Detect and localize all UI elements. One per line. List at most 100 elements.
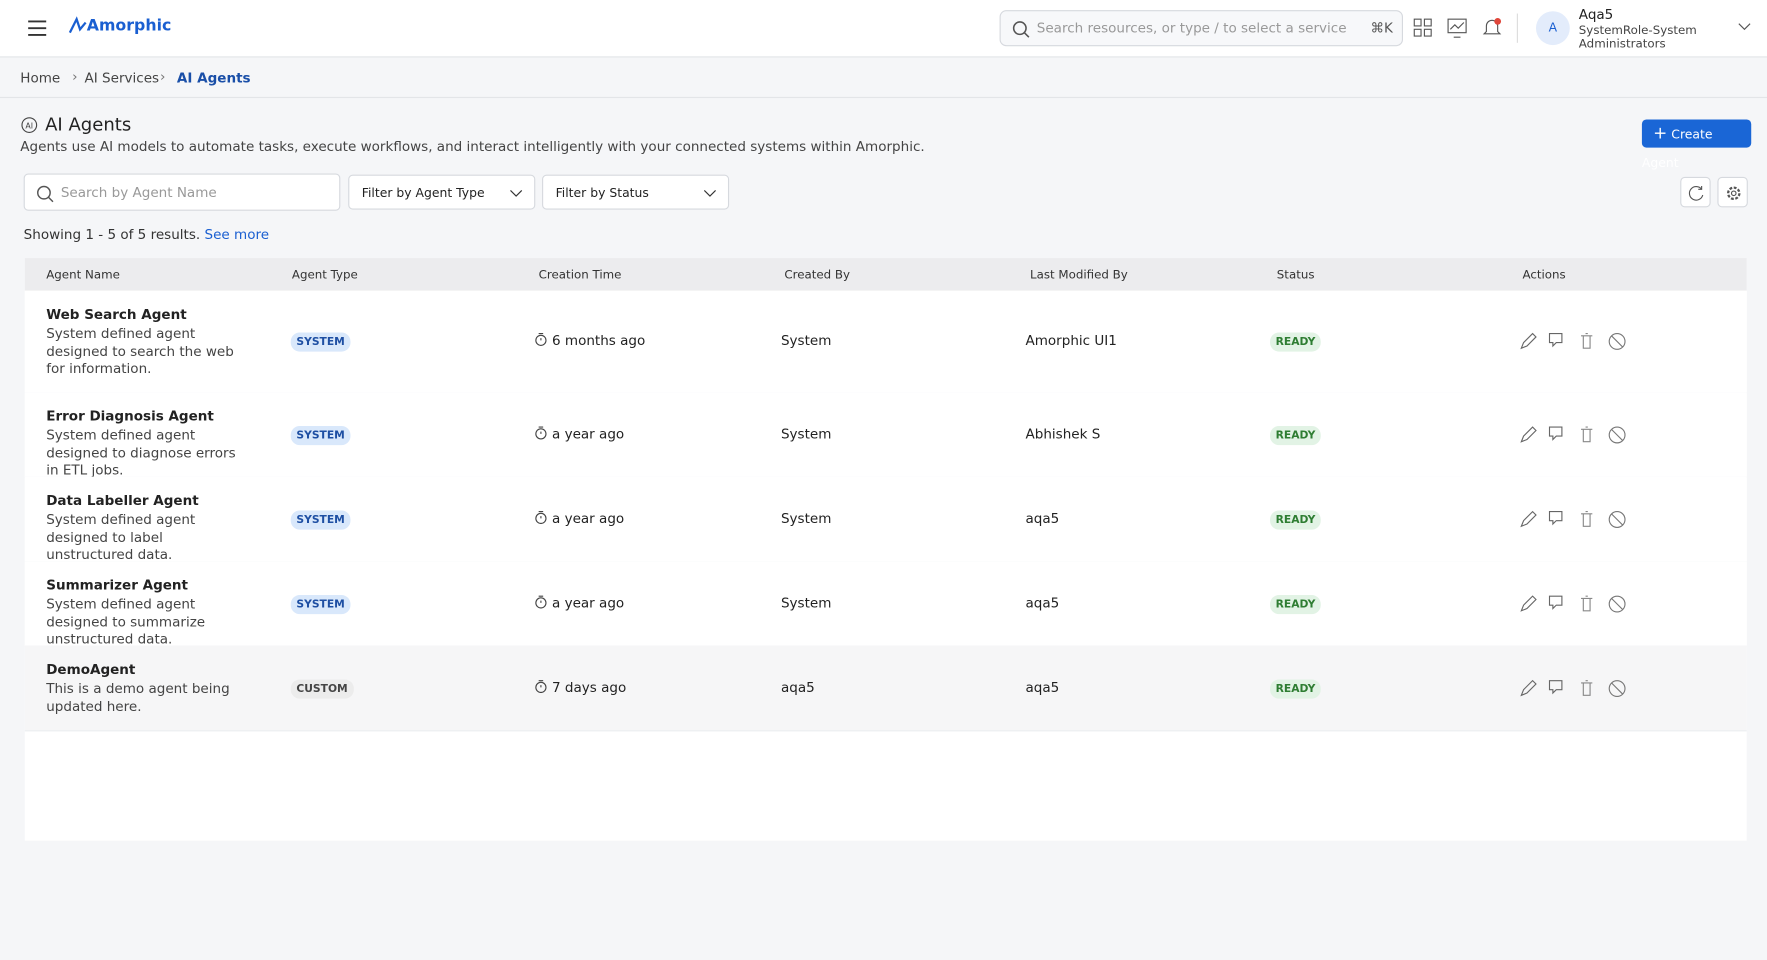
create-agent-button[interactable]: + Create Agent [1641, 119, 1752, 170]
timer-icon [535, 510, 547, 524]
table-row[interactable]: Error Diagnosis Agent System defined agen… [24, 392, 1747, 478]
time-text: a year ago [551, 509, 625, 526]
modified-by: aqa5 [1025, 509, 1060, 526]
status-badge: READY [1270, 678, 1322, 699]
search-icon [37, 185, 54, 203]
agent-name[interactable]: Error Diagnosis Agent [46, 407, 214, 424]
actions [1518, 678, 1642, 702]
settings-icon [1726, 186, 1741, 201]
caret [510, 190, 523, 197]
plus-icon: + [1653, 122, 1668, 144]
separator: › [160, 68, 166, 85]
edit-icon[interactable] [1520, 332, 1537, 350]
chat-icon[interactable] [1548, 679, 1563, 694]
type-badge: SYSTEM [290, 509, 351, 530]
edit-icon[interactable] [1520, 425, 1537, 443]
delete-icon[interactable] [1581, 679, 1593, 696]
edit-icon[interactable] [1520, 510, 1537, 527]
table-row[interactable]: DemoAgent This is a demo agent being upda… [24, 645, 1747, 732]
action-icons [1520, 332, 1626, 350]
modified-by: Amorphic UI1 [1025, 332, 1117, 349]
avatar[interactable]: A [1535, 11, 1570, 46]
time-text: a year ago [551, 425, 625, 442]
agent-description: This is a demo agent being updated here. [46, 680, 230, 714]
type-badge: SYSTEM [290, 594, 351, 614]
disable-icon[interactable] [1608, 679, 1626, 697]
agent-search[interactable]: Search by Agent Name [23, 173, 341, 211]
agent-cell: Data Labeller Agent System defined agent … [46, 492, 249, 564]
breadcrumb[interactable]: AI Services [84, 69, 160, 86]
divider [1516, 13, 1518, 43]
search-icon [1012, 21, 1030, 38]
user-name: Aqa5 [1578, 6, 1614, 23]
created-by: aqa5 [780, 678, 815, 695]
menu-icon[interactable] [27, 19, 47, 37]
filter-label: Filter by Agent Type [361, 185, 485, 201]
column-header[interactable]: Created By [784, 268, 851, 282]
notifications-icon[interactable] [1482, 17, 1502, 37]
disable-icon[interactable] [1608, 595, 1626, 612]
user-menu-caret[interactable] [1738, 23, 1752, 32]
agent-cell: Web Search Agent System defined agent des… [46, 307, 249, 379]
apps-icon[interactable] [1413, 18, 1433, 38]
time-text: 7 days ago [551, 678, 627, 695]
chat-icon[interactable] [1548, 595, 1563, 610]
delete-icon[interactable] [1581, 510, 1593, 527]
results-count: Showing 1 - 5 of 5 results. See more [24, 227, 269, 243]
refresh-icon [1688, 185, 1704, 201]
delete-icon[interactable] [1581, 425, 1593, 442]
chat-icon[interactable] [1548, 425, 1563, 441]
chat-icon[interactable] [1548, 510, 1563, 525]
status-filter[interactable]: Filter by Status [542, 174, 730, 210]
column-header[interactable]: Agent Name [46, 268, 120, 282]
created-by: System [780, 594, 832, 611]
creation-time: a year ago [534, 594, 624, 610]
delete-icon[interactable] [1581, 333, 1593, 349]
agent-name[interactable]: DemoAgent [46, 661, 136, 678]
disable-icon[interactable] [1608, 510, 1626, 528]
breadcrumb[interactable]: Home [20, 69, 61, 86]
agent-description: System defined agent designed to search … [46, 325, 234, 377]
action-icons [1520, 425, 1626, 443]
type-filter[interactable]: Filter by Agent Type [348, 174, 536, 210]
delete-icon[interactable] [1581, 595, 1593, 611]
column-header[interactable]: Status [1276, 268, 1315, 282]
column-header[interactable]: Creation Time [538, 268, 622, 282]
brand[interactable]: Amorphic [86, 16, 172, 35]
chat-icon[interactable] [1548, 333, 1563, 348]
edit-icon[interactable] [1520, 594, 1537, 612]
type-badge: CUSTOM [290, 678, 354, 699]
creation-time: a year ago [534, 510, 624, 526]
modified-by: aqa5 [1025, 594, 1060, 611]
created-by: System [780, 332, 832, 349]
page-title: AI Agents [45, 113, 132, 136]
results-text: Showing 1 - 5 of 5 results. [23, 226, 201, 243]
agent-description: System defined agent designed to summari… [46, 596, 206, 647]
agent-name[interactable]: Data Labeller Agent [46, 492, 199, 509]
table-row[interactable]: Summarizer Agent System defined agent des… [24, 561, 1747, 649]
edit-icon[interactable] [1520, 679, 1537, 696]
refresh-button[interactable] [1680, 176, 1711, 208]
caret [703, 190, 716, 197]
column-header[interactable]: Agent Type [291, 268, 358, 282]
type-badge: SYSTEM [290, 425, 351, 445]
column-header[interactable]: Actions [1522, 268, 1566, 282]
agent-name[interactable]: Summarizer Agent [46, 576, 189, 593]
column-header[interactable]: Last Modified By [1029, 268, 1128, 282]
modified-by: Abhishek S [1025, 425, 1101, 442]
agent-name[interactable]: Web Search Agent [46, 306, 187, 323]
actions [1518, 593, 1642, 617]
search-placeholder: Search resources, or type / to select a … [1036, 20, 1347, 37]
table-row[interactable]: Data Labeller Agent System defined agent … [24, 476, 1747, 564]
global-search[interactable]: Search resources, or type / to select a … [999, 10, 1404, 47]
top-bar: Amorphic Search resources, or type / to … [0, 0, 1767, 58]
timer-icon [535, 333, 547, 346]
settings-button[interactable] [1717, 176, 1748, 208]
monitor-icon[interactable] [1447, 18, 1467, 38]
table-row[interactable]: Web Search Agent System defined agent des… [24, 290, 1747, 394]
see-more-link[interactable]: See more [204, 226, 270, 243]
disable-icon[interactable] [1608, 333, 1626, 350]
agent-cell: Summarizer Agent System defined agent des… [46, 577, 249, 649]
disable-icon[interactable] [1608, 425, 1626, 443]
